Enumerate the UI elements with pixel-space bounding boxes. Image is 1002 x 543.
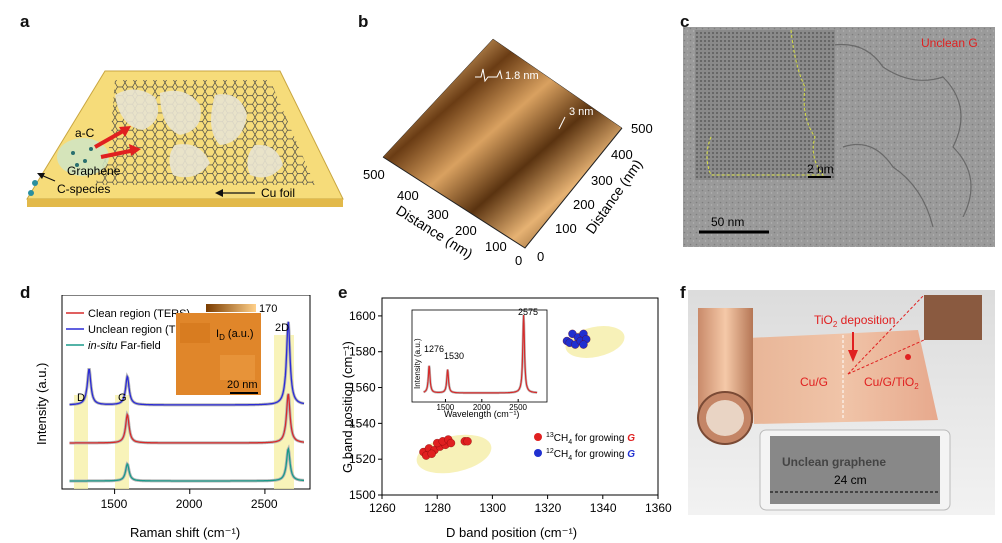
y-tick-label: 1540 bbox=[349, 416, 376, 430]
svg-text:200: 200 bbox=[573, 197, 595, 212]
scale-2nm: 2 nm bbox=[807, 162, 834, 176]
svg-text:100: 100 bbox=[555, 221, 577, 236]
svg-text:0: 0 bbox=[515, 253, 522, 268]
svg-text:100: 100 bbox=[485, 239, 507, 254]
sem-inset bbox=[924, 295, 982, 340]
afm-3d-image: 1.8 nm 3 nm 500 400 300 200 100 0 Distan… bbox=[363, 38, 653, 268]
label-24cm: 24 cm bbox=[834, 473, 867, 487]
x-tick-label: 1280 bbox=[424, 501, 451, 515]
step-height-2: 3 nm bbox=[569, 106, 593, 118]
svg-text:Intensity (a.u.): Intensity (a.u.) bbox=[413, 338, 422, 389]
colorbar bbox=[206, 304, 256, 312]
label-tio2-deposition: TiO2 deposition bbox=[814, 313, 895, 329]
svg-text:Wavelength (cm⁻¹): Wavelength (cm⁻¹) bbox=[444, 409, 519, 419]
raman-trace bbox=[69, 321, 305, 406]
step-height-1: 1.8 nm bbox=[505, 70, 539, 82]
raman-trace-noise bbox=[69, 393, 304, 445]
x-tick-label: 2000 bbox=[176, 497, 203, 511]
legend-13ch4: 13CH4 for growing G bbox=[546, 432, 635, 446]
band-position-scatter: 1260 1280 1300 1320 1340 1360 1500 1520 1540 1560… bbox=[340, 297, 672, 540]
x-tick-label: 1300 bbox=[479, 501, 506, 515]
panel-label-a: a bbox=[20, 12, 30, 31]
peak-label-d: D bbox=[77, 392, 85, 404]
inset-x-tick-label: 2000 bbox=[473, 403, 491, 412]
svg-text:300: 300 bbox=[591, 173, 613, 188]
label-ac: a-C bbox=[75, 126, 95, 140]
tem-image: Unclean G 2 nm 50 nm bbox=[683, 27, 995, 247]
y-tick-label: 1600 bbox=[349, 309, 376, 323]
label-cu-g-tio2: Cu/G/TiO2 bbox=[864, 375, 919, 391]
svg-text:2575: 2575 bbox=[518, 307, 538, 317]
svg-text:300: 300 bbox=[427, 207, 449, 222]
svg-text:1530: 1530 bbox=[444, 351, 464, 361]
scale-50nm: 50 nm bbox=[711, 215, 744, 229]
svg-text:400: 400 bbox=[397, 188, 419, 203]
x-tick-label: 1500 bbox=[101, 497, 128, 511]
legend-clean: Clean region (TERS) bbox=[88, 308, 190, 320]
raman-spectra-chart: Clean region (TERS) Unclean region (TERS… bbox=[34, 295, 311, 540]
panel-label-c: c bbox=[680, 12, 690, 31]
x-tick-label: 1340 bbox=[590, 501, 617, 515]
svg-text:500: 500 bbox=[363, 167, 385, 182]
y-axis-title: Intensity (a.u.) bbox=[34, 363, 49, 445]
scatter-point bbox=[579, 340, 588, 349]
label-cu-g: Cu/G bbox=[800, 375, 828, 389]
label-c-species: C-species bbox=[57, 182, 110, 196]
peak-label-g: G bbox=[118, 392, 127, 404]
large-area-photo: TiO2 deposition Cu/G Cu/G/TiO2 Unclean g… bbox=[688, 290, 995, 515]
x-tick-label: 1260 bbox=[369, 501, 396, 515]
panel-label-b: b bbox=[358, 12, 369, 31]
y-tick-label: 1560 bbox=[349, 381, 376, 395]
svg-text:170: 170 bbox=[259, 303, 277, 315]
plot-frame bbox=[61, 295, 311, 490]
scatter-point bbox=[463, 437, 472, 446]
tablet-text: Unclean graphene bbox=[782, 455, 886, 469]
inset-trace bbox=[423, 314, 538, 394]
svg-text:400: 400 bbox=[611, 147, 633, 162]
svg-text:1276: 1276 bbox=[424, 344, 444, 354]
raman-trace bbox=[69, 446, 304, 482]
svg-text:ID (a.u.): ID (a.u.) bbox=[216, 328, 254, 342]
legend-12ch4: 12CH4 for growing G bbox=[546, 448, 635, 462]
label-graphene: Graphene bbox=[67, 164, 121, 178]
y-axis-title: G band position (cm⁻¹) bbox=[340, 341, 355, 473]
svg-text:500: 500 bbox=[631, 121, 653, 136]
hrtem-inset bbox=[695, 30, 835, 180]
scatter-point bbox=[427, 449, 436, 458]
tablet-screen bbox=[770, 436, 940, 504]
x-tick-label: 2500 bbox=[251, 497, 278, 511]
legend-unclean: Unclean region (TERS) bbox=[88, 324, 202, 336]
plot-frame bbox=[381, 297, 659, 496]
inset-x-tick-label: 1500 bbox=[436, 403, 454, 412]
raman-trace bbox=[69, 393, 304, 444]
label-unclean-g: Unclean G bbox=[921, 36, 978, 50]
inset-scale: 20 nm bbox=[227, 379, 258, 391]
x-tick-label: 1360 bbox=[645, 501, 672, 515]
x-axis-title: Raman shift (cm⁻¹) bbox=[130, 525, 240, 540]
y-tick-label: 1500 bbox=[349, 488, 376, 502]
label-cu-foil: Cu foil bbox=[261, 186, 295, 200]
x-axis-title: D band position (cm⁻¹) bbox=[446, 525, 577, 540]
svg-text:0: 0 bbox=[537, 249, 544, 264]
panel-label-f: f bbox=[680, 283, 686, 302]
y-tick-label: 1520 bbox=[349, 452, 376, 466]
raman-trace-noise bbox=[69, 444, 304, 483]
svg-text:200: 200 bbox=[455, 223, 477, 238]
legend-farfield: in-situ Far-field bbox=[88, 340, 161, 352]
x-tick-label: 1320 bbox=[535, 501, 562, 515]
graphene-schematic: a-C Graphene C-species Cu foil bbox=[26, 70, 344, 207]
y-tick-label: 1580 bbox=[349, 345, 376, 359]
panel-label-e: e bbox=[338, 283, 348, 302]
inset-x-tick-label: 2500 bbox=[509, 403, 527, 412]
panel-label-d: d bbox=[20, 283, 31, 302]
cu-foil-edge bbox=[27, 199, 343, 207]
peak-label-2d: 2D bbox=[275, 322, 289, 334]
scatter-point bbox=[446, 438, 456, 448]
